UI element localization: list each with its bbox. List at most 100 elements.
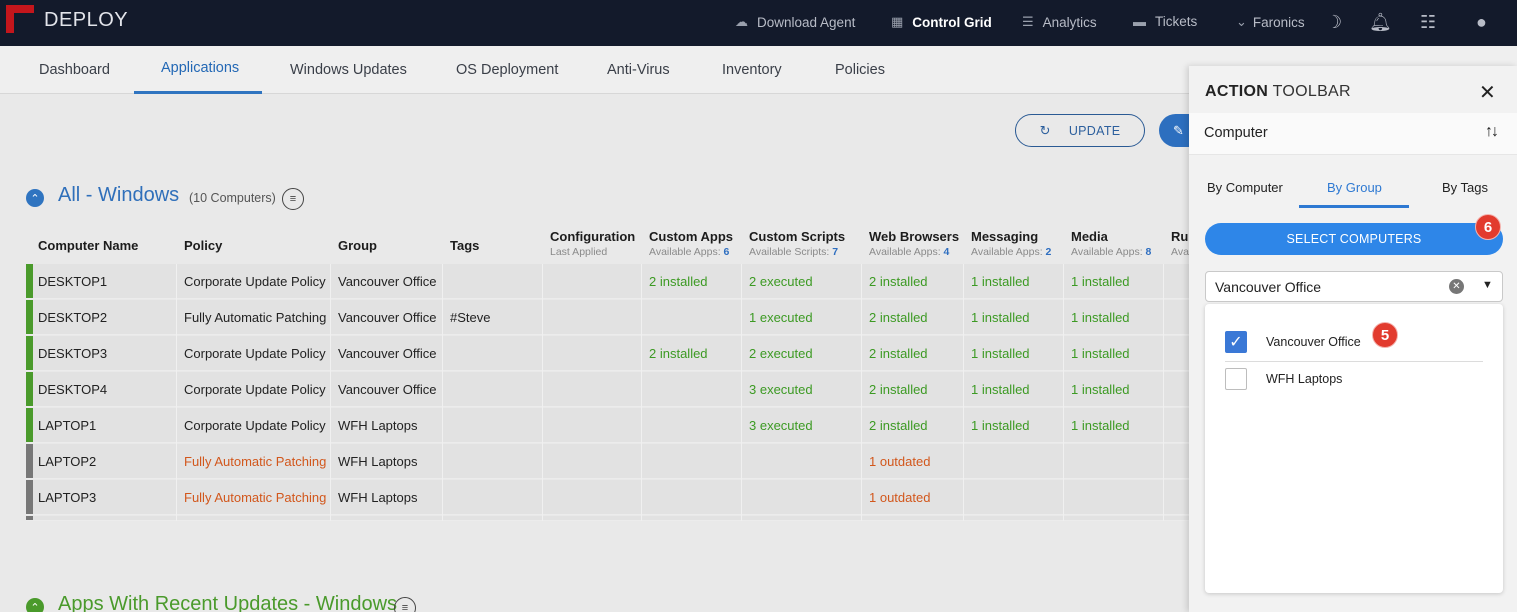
collapse-section-toggle[interactable]: ⌃ [26,189,44,207]
col-policy[interactable]: Policy [184,238,223,253]
nav-faronics[interactable]: ⌄ Faronics [1236,14,1305,30]
table-row[interactable]: LAPTOP3 Fully Automatic Patching WFH Lapto… [26,480,1190,515]
option-wfh-laptops[interactable]: WFH Laptops [1225,361,1483,397]
cell-name[interactable]: DESKTOP1 [38,274,108,289]
cell-messaging: 1 installed [971,310,1030,325]
row-status-bar [26,372,33,406]
cell-name[interactable]: DESKTOP2 [38,310,108,325]
sort-icon[interactable]: ↑↓ [1485,123,1499,140]
col-computer-name[interactable]: Computer Name [38,238,139,253]
cell-policy[interactable]: Corporate Update Policy [184,382,326,397]
col-divider [1163,264,1164,521]
option-vancouver-office[interactable]: ✓ Vancouver Office [1225,324,1483,362]
cell-group[interactable]: Vancouver Office [338,310,437,325]
col-group[interactable]: Group [338,238,377,253]
tab-by-tags[interactable]: By Tags [1442,180,1489,195]
caret-down-icon[interactable]: ▼ [1482,279,1493,291]
chevron-up-icon: ⌃ [30,601,40,612]
section-title: All - Windows [58,184,180,206]
nav-tickets[interactable]: ▬ Tickets [1133,14,1198,29]
table-row[interactable]: DESKTOP3 Corporate Update Policy Vancouver… [26,336,1190,371]
bell-icon[interactable]: 🔔︎ [1369,12,1392,32]
col-messaging[interactable]: Messaging Available Apps: 2 [971,229,1052,258]
cell-group[interactable]: Vancouver Office [338,382,437,397]
expand-section-toggle[interactable]: ⌃ [26,598,44,612]
col-custom-scripts[interactable]: Custom Scripts Available Scripts: 7 [749,229,846,258]
nav-analytics[interactable]: ☰ Analytics [1022,14,1097,30]
col-custom-apps[interactable]: Custom Apps Available Apps: 6 [649,229,734,258]
cell-browsers: 2 installed [869,346,928,361]
cell-policy[interactable]: Fully Automatic Patching [184,454,327,469]
cell-policy[interactable]: Corporate Update Policy [184,274,326,289]
row-status-bar [26,480,33,514]
checkbox-unchecked[interactable] [1225,368,1247,390]
select-computers-button[interactable]: SELECT COMPUTERS [1205,223,1503,255]
table-row[interactable]: LAPTOP2 Fully Automatic Patching WFH Lapto… [26,444,1190,479]
group-select[interactable]: Vancouver Office ✕ ▼ [1205,271,1503,302]
cell-name[interactable]: DESKTOP4 [38,382,108,397]
col-web-browsers[interactable]: Web Browsers Available Apps: 4 [869,229,960,258]
panel-title: ACTION TOOLBAR [1205,83,1351,100]
clear-icon[interactable]: ✕ [1449,279,1464,294]
cell-messaging: 1 installed [971,274,1030,289]
cell-policy[interactable]: Fully Automatic Patching [184,490,327,505]
cell-group[interactable]: WFH Laptops [338,418,418,433]
cell-group[interactable]: Vancouver Office [338,274,437,289]
col-divider [963,264,964,521]
brand-name: DEPLOY [44,9,129,31]
table-row[interactable]: LAPTOP1 Corporate Update Policy WFH Laptop… [26,408,1190,443]
cell-name[interactable]: LAPTOP3 [38,490,97,505]
cell-scripts: 3 executed [749,418,813,433]
cell-name[interactable]: LAPTOP2 [38,454,97,469]
cell-policy[interactable]: Fully Automatic Patching [184,310,327,325]
col-tags[interactable]: Tags [450,238,480,253]
cell-group[interactable]: Vancouver Office [338,346,437,361]
cell-browsers: 1 outdated [869,490,931,505]
cell-policy[interactable]: Corporate Update Policy [184,418,326,433]
active-tab-underline [134,91,262,94]
cell-browsers: 2 installed [869,382,928,397]
tab-applications[interactable]: Applications [161,60,240,76]
row-status-bar [26,300,33,334]
cell-scripts: 2 executed [749,346,813,361]
row-status-bar [26,264,33,298]
user-icon[interactable]: ● [1476,12,1487,32]
cell-browsers: 2 installed [869,310,928,325]
tab-inventory[interactable]: Inventory [722,62,782,78]
cell-apps: 2 installed [649,274,708,289]
tab-policies[interactable]: Policies [835,62,885,78]
checkbox-checked[interactable]: ✓ [1225,331,1247,353]
col-runtimes[interactable]: Ru Ava [1171,229,1189,258]
filter-icon[interactable]: ≡ [282,188,304,210]
scope-selector[interactable]: Computer ↑↓ [1189,113,1517,155]
tab-dashboard[interactable]: Dashboard [39,62,110,78]
nav-download-agent[interactable]: ☁ Download Agent [735,14,856,30]
tab-os-deployment[interactable]: OS Deployment [456,62,559,78]
ticket-icon: ▬ [1133,14,1146,29]
col-media[interactable]: Media Available Apps: 8 [1071,229,1152,258]
moon-icon[interactable]: ☽ [1326,12,1343,32]
table-row[interactable]: DESKTOP1 Corporate Update Policy Vancouver… [26,264,1190,299]
deploy-logo[interactable] [6,5,34,33]
grid-icon: ▦ [891,14,904,29]
filter-icon[interactable]: ≡ [394,597,416,612]
cell-name[interactable]: DESKTOP3 [38,346,108,361]
chevron-up-icon: ⌃ [30,192,40,205]
tab-by-computer[interactable]: By Computer [1207,180,1283,195]
nav-control-grid[interactable]: ▦ Control Grid [891,14,992,30]
tab-windows-updates[interactable]: Windows Updates [290,62,407,78]
cell-group[interactable]: WFH Laptops [338,490,418,505]
tab-by-group[interactable]: By Group [1327,180,1382,195]
col-divider [542,264,543,521]
table-row[interactable]: DESKTOP4 Corporate Update Policy Vancouver… [26,372,1190,407]
col-configuration[interactable]: Configuration Last Applied [550,229,636,258]
checklist-icon[interactable]: ☷ [1420,12,1437,32]
close-icon[interactable]: ✕ [1479,82,1496,104]
update-button[interactable]: ↻ UPDATE [1015,114,1145,147]
cell-media: 1 installed [1071,346,1130,361]
table-row[interactable]: DESKTOP2 Fully Automatic Patching Vancouve… [26,300,1190,335]
cell-name[interactable]: LAPTOP1 [38,418,97,433]
tab-anti-virus[interactable]: Anti-Virus [607,62,670,78]
cell-group[interactable]: WFH Laptops [338,454,418,469]
cell-policy[interactable]: Corporate Update Policy [184,346,326,361]
